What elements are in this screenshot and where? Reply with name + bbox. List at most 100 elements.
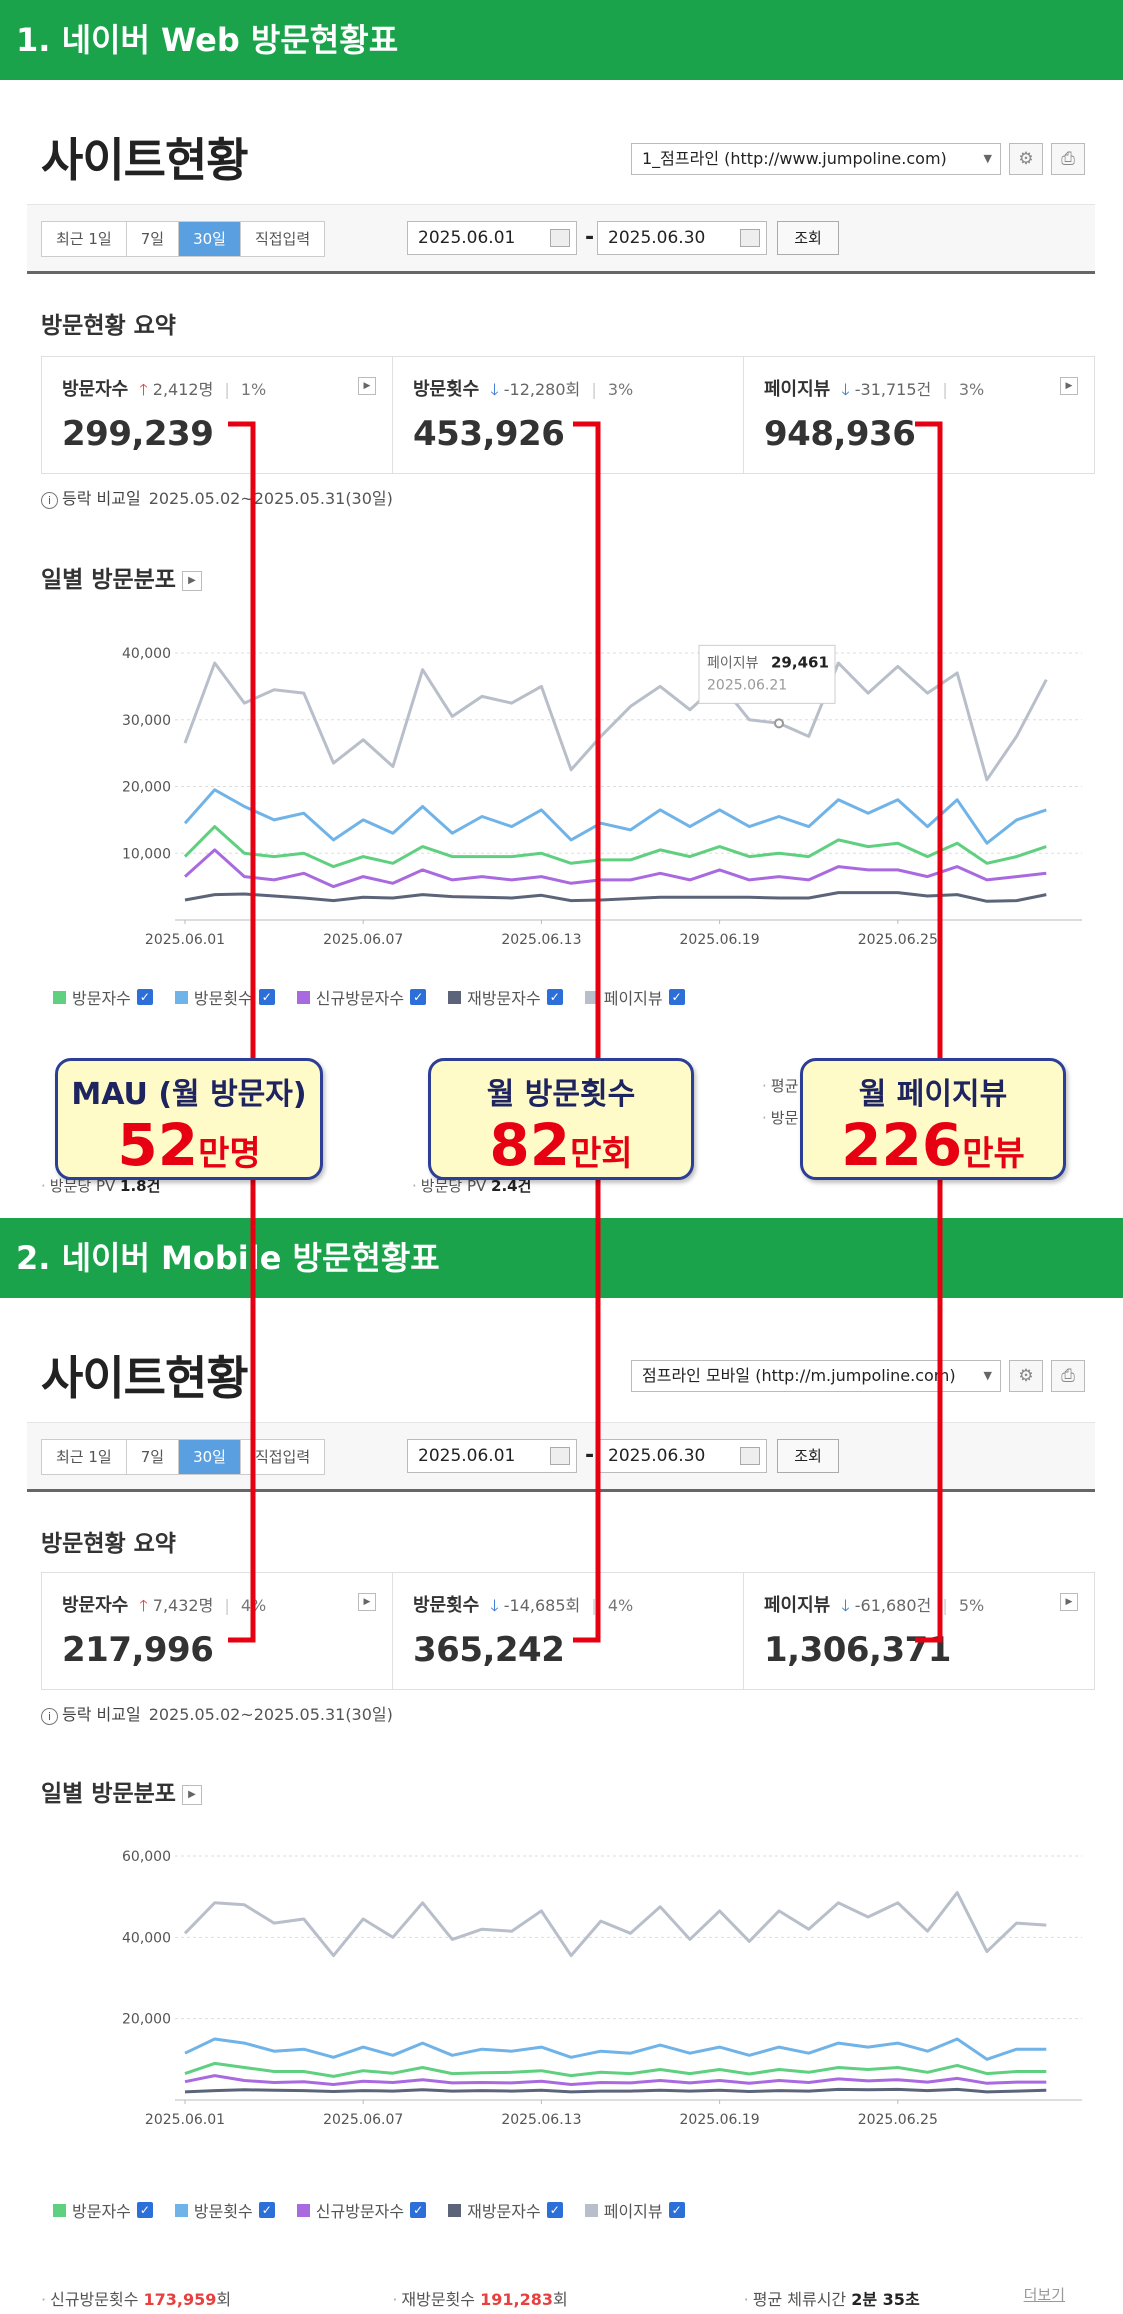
expand-arrow-icon[interactable]: ▶ [181,1784,202,1805]
print-icon[interactable]: ⎙ [1051,143,1085,175]
legend-visitors[interactable]: 방문자수 ✓ [53,2198,153,2222]
site-select[interactable]: 1_점프라인 (http://www.jumpoline.com) ▼ [631,143,1001,175]
period-30day-button[interactable]: 30일 [179,1440,241,1474]
checkbox-checked-icon[interactable]: ✓ [258,989,275,1005]
metric-label: 방문자수 [62,379,129,400]
date-to-input[interactable]: 2025.06.30 [597,1439,767,1473]
series-line-페이지뷰 [183,661,1048,782]
date-to-input[interactable]: 2025.06.30 [597,221,767,255]
series-line-방문횟수 [183,788,1047,845]
callout-title: 월 방문횟수 [486,1077,636,1112]
checkbox-checked-icon[interactable]: ✓ [546,989,563,1005]
legend-pageviews[interactable]: 페이지뷰 ✓ [584,985,685,1009]
period-7day-button[interactable]: 7일 [126,1440,180,1474]
metric-change: 2,412명 [152,380,214,399]
settings-gear-icon[interactable]: ⚙ [1009,143,1043,175]
period-1day-button[interactable]: 최근 1일 [42,222,127,256]
callout-number: 226 [841,1111,963,1179]
stat-average: · 평균 [762,1077,799,1095]
settings-gear-icon[interactable]: ⚙ [1009,1360,1043,1392]
x-tick-label: 2025.06.25 [858,2112,938,2128]
expand-arrow-icon[interactable]: ▶ [358,377,376,395]
daily-distribution-title: 일별 방문분포 ▶ [41,1774,202,1808]
legend-swatch [448,990,462,1004]
expand-arrow-icon[interactable]: ▶ [1060,377,1078,395]
more-link[interactable]: 더보기 [1023,2286,1065,2304]
legend-new-visitors[interactable]: 신규방문자수 ✓ [296,2198,427,2222]
checkbox-checked-icon[interactable]: ✓ [410,989,427,1005]
stat-pv-per-visit-2: · 방문당 PV 2.4건 [412,1177,532,1195]
checkbox-checked-icon[interactable]: ✓ [136,2202,153,2218]
date-from-input[interactable]: 2025.06.01 [407,221,577,255]
series-line-방문자수 [183,825,1047,869]
series-line-재방문자수 [184,891,1047,903]
checkbox-checked-icon[interactable]: ✓ [668,2202,685,2218]
legend-swatch [174,2203,188,2217]
period-custom-button[interactable]: 직접입력 [240,1440,325,1474]
legend-new-visitors[interactable]: 신규방문자수 ✓ [296,985,427,1009]
y-tick-label: 20,000 [122,2012,171,2028]
legend-label: 방문자수 [72,989,131,1008]
metric-visitors: 방문자수 🡑 2,412명 | 1% 299,239 ▶ [42,357,393,473]
detail-value: 2분 35초 [851,2290,920,2309]
daily-visit-chart-mobile: 60,000 40,000 20,000 2025.06.01 2025.06.07 20… [122,1849,1082,2128]
legend-visitors[interactable]: 방문자수 ✓ [53,985,153,1009]
legend-pageviews[interactable]: 페이지뷰 ✓ [584,2198,685,2222]
period-30day-button[interactable]: 30일 [179,222,241,256]
calendar-icon[interactable] [740,1447,760,1465]
calendar-icon[interactable] [550,229,570,247]
page-title: 사이트현황 [41,1351,249,1405]
period-1day-button[interactable]: 최근 1일 [42,1440,127,1474]
period-custom-button[interactable]: 직접입력 [240,222,325,256]
legend-label: 신규방문자수 [315,989,405,1008]
tooltip-point [774,718,784,729]
callout-title: 월 페이지뷰 [858,1077,1008,1112]
expand-arrow-icon[interactable]: ▶ [358,1593,376,1611]
checkbox-checked-icon[interactable]: ✓ [668,989,685,1005]
callout-number: 82 [489,1111,571,1179]
legend-label: 재방문자수 [467,989,541,1008]
legend-visits[interactable]: 방문횟수 ✓ [174,985,275,1009]
print-icon[interactable]: ⎙ [1051,1360,1085,1392]
y-tick-label: 20,000 [122,780,171,796]
legend-swatch [448,2203,462,2217]
compare-label: 등락 비교일 [62,489,141,508]
tooltip-value: 29,461 [771,653,829,671]
search-button[interactable]: 조회 [777,1439,839,1473]
date-from-input[interactable]: 2025.06.01 [407,1439,577,1473]
date-from-value: 2025.06.01 [418,1446,516,1466]
date-to-value: 2025.06.30 [608,228,706,248]
calendar-icon[interactable] [550,1447,570,1465]
series-line-재방문자수 [184,2087,1047,2094]
x-tick-label: 2025.06.13 [501,932,581,948]
compare-range: 2025.05.02~2025.05.31(30일) [148,1705,393,1724]
legend-returning[interactable]: 재방문자수 ✓ [448,2198,563,2222]
metric-label: 방문횟수 [413,1595,480,1616]
legend-label: 재방문자수 [467,2202,541,2221]
callout-unit: 만뷰 [962,1134,1025,1174]
checkbox-checked-icon[interactable]: ✓ [410,2202,427,2218]
period-7day-button[interactable]: 7일 [126,222,180,256]
legend-visits[interactable]: 방문횟수 ✓ [174,2198,275,2222]
date-range-dash: - [585,1443,595,1468]
series-line-방문횟수 [184,2037,1047,2061]
x-tick-label: 2025.06.07 [323,2112,403,2128]
chevron-down-icon: ▼ [983,1369,992,1382]
checkbox-checked-icon[interactable]: ✓ [546,2202,563,2218]
detail-label: 신규방문횟수 [50,2290,139,2309]
detail-new-visits: · 신규방문횟수 173,959회 [41,2290,232,2309]
expand-arrow-icon[interactable]: ▶ [181,570,202,591]
legend-label: 방문자수 [72,2202,131,2221]
mobile-site-status-panel: 사이트현황 점프라인 모바일 (http://m.jumpoline.com) … [27,1298,1095,2314]
legend-returning[interactable]: 재방문자수 ✓ [448,985,563,1009]
metric-value: 1,306,371 [764,1630,951,1670]
expand-arrow-icon[interactable]: ▶ [1060,1593,1078,1611]
checkbox-checked-icon[interactable]: ✓ [136,989,153,1005]
visit-details: · 신규방문횟수 173,959회 · 재방문횟수 191,283회 · 평균 체류시… [41,2286,1095,2310]
search-button[interactable]: 조회 [777,221,839,255]
site-select[interactable]: 점프라인 모바일 (http://m.jumpoline.com) ▼ [631,1360,1001,1392]
metric-change: 7,432명 [152,1596,214,1615]
checkbox-checked-icon[interactable]: ✓ [258,2202,275,2218]
x-tick-label: 2025.06.19 [680,932,760,948]
calendar-icon[interactable] [740,229,760,247]
